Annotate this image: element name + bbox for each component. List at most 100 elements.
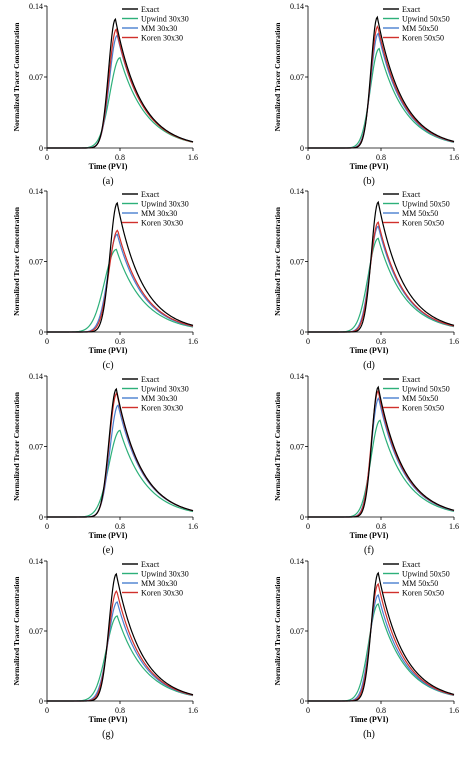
legend-label-mm: MM 50x50 bbox=[402, 394, 438, 403]
y-axis-title: Normalized Tracer Concentration bbox=[273, 576, 282, 686]
legend-label-koren: Koren 30x30 bbox=[141, 219, 183, 228]
x-tick-label: 0.8 bbox=[115, 706, 125, 715]
x-tick-label: 1.6 bbox=[188, 706, 198, 715]
x-tick-label: 0 bbox=[306, 153, 310, 162]
chart-panel-1: 0 0.07 0.14 0 0.8 1.6 Time (PVI) Normalized Tra… bbox=[12, 2, 198, 187]
x-axis-title: Time (PVI) bbox=[350, 162, 389, 171]
y-axis-title: Normalized Tracer Concentration bbox=[273, 206, 282, 316]
legend-label-mm: MM 30x30 bbox=[141, 579, 177, 588]
y-tick-label: 0 bbox=[300, 328, 304, 337]
series-line-exact bbox=[308, 385, 455, 518]
y-axis-title: Normalized Tracer Concentration bbox=[12, 576, 21, 686]
panel-caption: (h) bbox=[363, 729, 375, 740]
chart-panel-4: 0 0.07 0.14 0 0.8 1.6 Time (PVI) Normalized Tra… bbox=[273, 187, 459, 371]
x-tick-label: 1.6 bbox=[449, 153, 459, 162]
panel-caption: (d) bbox=[363, 360, 375, 371]
legend-label-exact: Exact bbox=[141, 560, 160, 569]
x-tick-label: 0.8 bbox=[376, 706, 386, 715]
chart-panel-5: 0 0.07 0.14 0 0.8 1.6 Time (PVI) Normalized Tra… bbox=[12, 372, 198, 556]
y-tick-label: 0.14 bbox=[290, 2, 304, 11]
y-tick-label: 0.14 bbox=[29, 187, 43, 196]
legend-label-exact: Exact bbox=[141, 190, 160, 199]
y-tick-label: 0 bbox=[39, 513, 43, 522]
series-line-koren bbox=[47, 28, 194, 149]
x-tick-label: 0 bbox=[306, 706, 310, 715]
series-line-mm bbox=[308, 32, 455, 149]
legend-label-upwind: Upwind 30x30 bbox=[141, 200, 189, 209]
legend-label-exact: Exact bbox=[402, 190, 421, 199]
y-tick-label: 0.14 bbox=[29, 2, 43, 11]
legend-label-upwind: Upwind 50x50 bbox=[402, 200, 450, 209]
legend-label-koren: Koren 50x50 bbox=[402, 219, 444, 228]
y-tick-label: 0.07 bbox=[290, 258, 304, 267]
x-axis-title: Time (PVI) bbox=[89, 715, 128, 724]
y-tick-label: 0.14 bbox=[29, 557, 43, 566]
series-line-upwind bbox=[47, 429, 194, 518]
legend-label-upwind: Upwind 30x30 bbox=[141, 570, 189, 579]
y-tick-label: 0.07 bbox=[29, 258, 43, 267]
x-tick-label: 1.6 bbox=[449, 522, 459, 531]
series-line-koren bbox=[308, 582, 455, 702]
series-line-exact bbox=[47, 17, 194, 149]
y-axis-title: Normalized Tracer Concentration bbox=[12, 391, 21, 501]
y-tick-label: 0 bbox=[300, 513, 304, 522]
x-axis-title: Time (PVI) bbox=[89, 346, 128, 355]
x-tick-label: 0 bbox=[45, 337, 49, 346]
series-line-exact bbox=[308, 200, 455, 333]
x-tick-label: 0.8 bbox=[115, 522, 125, 531]
legend-label-exact: Exact bbox=[141, 5, 160, 14]
y-tick-label: 0.07 bbox=[29, 73, 43, 82]
legend-label-koren: Koren 30x30 bbox=[141, 34, 183, 43]
legend-label-koren: Koren 50x50 bbox=[402, 589, 444, 598]
x-tick-label: 1.6 bbox=[188, 522, 198, 531]
x-tick-label: 0 bbox=[306, 522, 310, 531]
chart-panel-6: 0 0.07 0.14 0 0.8 1.6 Time (PVI) Normalized Tra… bbox=[273, 372, 459, 556]
series-line-exact bbox=[47, 201, 194, 333]
legend-label-mm: MM 30x30 bbox=[141, 394, 177, 403]
chart-panel-7: 0 0.07 0.14 0 0.8 1.6 Time (PVI) Normalized Tra… bbox=[12, 557, 198, 740]
legend-label-koren: Koren 30x30 bbox=[141, 404, 183, 413]
x-tick-label: 1.6 bbox=[449, 706, 459, 715]
y-tick-label: 0 bbox=[39, 697, 43, 706]
y-tick-label: 0 bbox=[300, 144, 304, 153]
panel-caption: (f) bbox=[364, 545, 374, 556]
series-line-exact bbox=[47, 572, 194, 702]
legend-label-exact: Exact bbox=[141, 375, 160, 384]
panel-caption: (b) bbox=[363, 176, 375, 187]
chart-panel-2: 0 0.07 0.14 0 0.8 1.6 Time (PVI) Normalized Tra… bbox=[273, 2, 459, 187]
chart-panel-3: 0 0.07 0.14 0 0.8 1.6 Time (PVI) Normalized Tra… bbox=[12, 187, 198, 371]
y-tick-label: 0.07 bbox=[290, 73, 304, 82]
x-tick-label: 0.8 bbox=[376, 153, 386, 162]
y-tick-label: 0.14 bbox=[290, 187, 304, 196]
panel-caption: (g) bbox=[102, 729, 114, 740]
series-line-exact bbox=[308, 571, 455, 702]
y-tick-label: 0.14 bbox=[290, 557, 304, 566]
series-line-mm bbox=[47, 34, 194, 149]
x-tick-label: 1.6 bbox=[188, 153, 198, 162]
panel-caption: (a) bbox=[102, 176, 113, 187]
y-tick-label: 0.07 bbox=[29, 627, 43, 636]
y-tick-label: 0 bbox=[300, 697, 304, 706]
legend-label-mm: MM 50x50 bbox=[402, 209, 438, 218]
legend-label-mm: MM 50x50 bbox=[402, 24, 438, 33]
x-tick-label: 0.8 bbox=[115, 337, 125, 346]
x-tick-label: 0 bbox=[45, 522, 49, 531]
legend-label-upwind: Upwind 30x30 bbox=[141, 15, 189, 24]
y-tick-label: 0.14 bbox=[29, 372, 43, 381]
x-tick-label: 1.6 bbox=[449, 337, 459, 346]
x-tick-label: 0.8 bbox=[376, 337, 386, 346]
series-line-mm bbox=[47, 404, 194, 518]
x-axis-title: Time (PVI) bbox=[89, 162, 128, 171]
y-axis-title: Normalized Tracer Concentration bbox=[273, 22, 282, 132]
y-axis-title: Normalized Tracer Concentration bbox=[12, 206, 21, 316]
x-tick-label: 0 bbox=[45, 153, 49, 162]
legend-label-mm: MM 50x50 bbox=[402, 579, 438, 588]
series-line-exact bbox=[47, 387, 194, 518]
chart-panel-8: 0 0.07 0.14 0 0.8 1.6 Time (PVI) Normalized Tra… bbox=[273, 557, 459, 740]
legend-label-koren: Koren 30x30 bbox=[141, 589, 183, 598]
y-axis-title: Normalized Tracer Concentration bbox=[273, 391, 282, 501]
x-tick-label: 1.6 bbox=[188, 337, 198, 346]
panel-caption: (e) bbox=[102, 545, 113, 556]
